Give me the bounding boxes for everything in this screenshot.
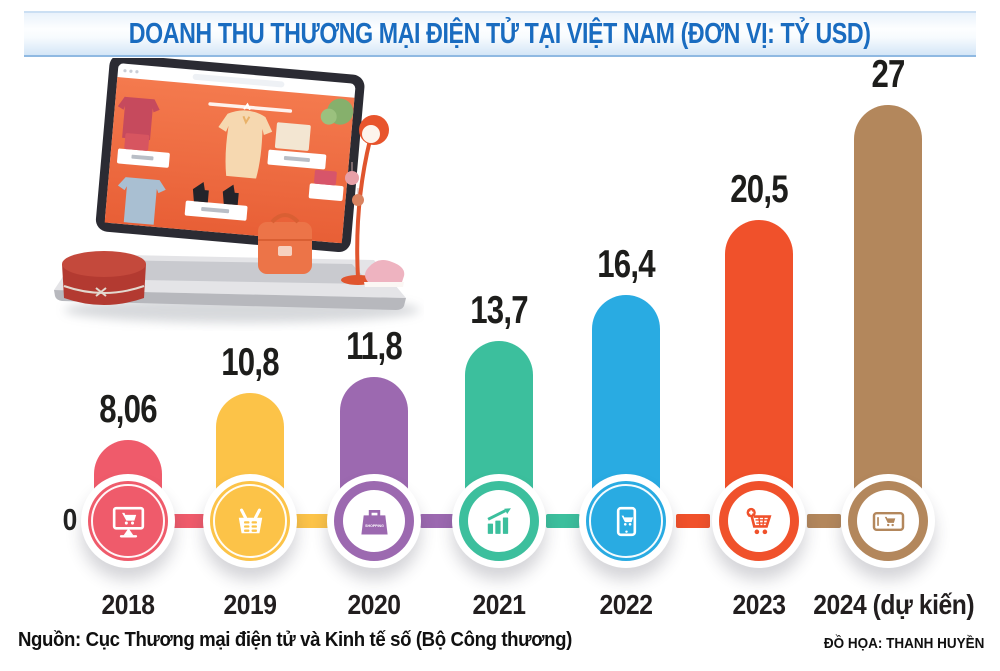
icon-disc-white-2024 <box>857 490 919 552</box>
svg-text:SHOPPING: SHOPPING <box>365 524 384 528</box>
bar-value-2023: 20,5 <box>730 168 788 211</box>
phone-cart-icon <box>870 503 907 540</box>
cart-plus-icon <box>741 503 778 540</box>
page-title: DOANH THU THƯƠNG MẠI ĐIỆN TỬ TẠI VIỆT NA… <box>129 17 871 50</box>
icon-disc-2021 <box>452 474 546 568</box>
monitor-cart-icon <box>110 503 147 540</box>
bar-value-2020: 11,8 <box>346 325 403 368</box>
credit-note: ĐỒ HỌA: THANH HUYỀN <box>823 635 984 652</box>
connector-dash-1 <box>172 514 206 528</box>
growth-chart-icon <box>481 503 518 540</box>
header-band: DOANH THU THƯƠNG MẠI ĐIỆN TỬ TẠI VIỆT NA… <box>24 11 976 57</box>
shopping-bag-icon: SHOPPING <box>356 503 393 540</box>
icon-disc-color-2024 <box>848 481 928 561</box>
icon-disc-color-2020: SHOPPING <box>334 481 414 561</box>
basket-icon <box>232 503 269 540</box>
year-label-2023: 2023 <box>732 589 786 620</box>
icon-disc-white-2020: SHOPPING <box>343 490 405 552</box>
icon-disc-2020: SHOPPING <box>327 474 421 568</box>
year-label-2018: 2018 <box>101 589 155 620</box>
bar-value-2022: 16,4 <box>597 243 655 286</box>
icon-disc-color-2021 <box>459 481 539 561</box>
icon-disc-2019 <box>203 474 297 568</box>
source-note: Nguồn: Cục Thương mại điện tử và Kinh tế… <box>18 629 572 651</box>
connector-dash-6 <box>806 514 841 528</box>
connector-dash-5 <box>675 514 710 528</box>
year-label-2021: 2021 <box>472 589 526 620</box>
laptop-shopping-illustration <box>54 58 420 323</box>
tablet-cart-icon <box>608 503 645 540</box>
icon-disc-white-2021 <box>468 490 530 552</box>
icon-disc-color-2018 <box>88 481 168 561</box>
icon-disc-color-2022 <box>586 481 666 561</box>
icon-disc-2023 <box>712 474 806 568</box>
year-label-2020: 2020 <box>347 589 401 620</box>
icon-disc-2018 <box>81 474 175 568</box>
icon-disc-color-2023 <box>719 481 799 561</box>
icon-disc-2024 <box>841 474 935 568</box>
icon-ring-2022 <box>589 484 663 558</box>
icon-ring-2019 <box>213 484 287 558</box>
icon-disc-2022 <box>579 474 673 568</box>
icon-disc-color-2019 <box>210 481 290 561</box>
bar-value-2019: 10,8 <box>221 341 279 384</box>
year-label-2024: 2024 (dự kiến) <box>813 589 975 620</box>
connector-dash-4 <box>545 514 580 528</box>
bar-value-2024: 27 <box>871 53 905 96</box>
year-label-2019: 2019 <box>223 589 277 620</box>
bar-value-2021: 13,7 <box>470 289 528 332</box>
connector-dash-3 <box>419 514 454 528</box>
baseline-zero-label: 0 <box>62 502 78 537</box>
icon-disc-white-2023 <box>728 490 790 552</box>
connector-dash-2 <box>295 514 329 528</box>
bar-value-2018: 8,06 <box>99 388 157 431</box>
year-label-2022: 2022 <box>599 589 653 620</box>
icon-ring-2018 <box>91 484 165 558</box>
